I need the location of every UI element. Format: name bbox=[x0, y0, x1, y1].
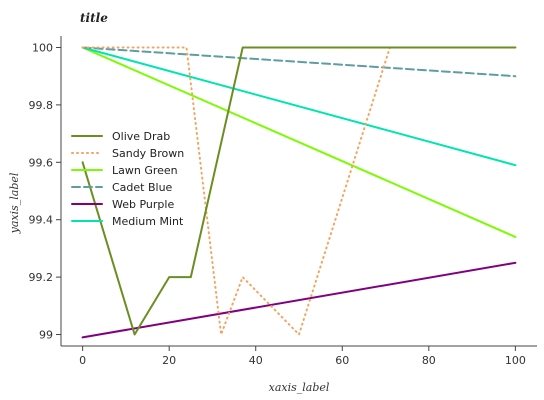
legend-label: Medium Mint bbox=[112, 215, 184, 228]
x-tick-label: 100 bbox=[505, 354, 526, 367]
legend-label: Web Purple bbox=[112, 198, 174, 211]
y-axis-label: yaxis_label bbox=[8, 172, 21, 234]
x-tick-label: 40 bbox=[249, 354, 263, 367]
y-tick-label: 99.8 bbox=[29, 99, 54, 112]
series-lines bbox=[81, 46, 517, 339]
x-tick-label: 60 bbox=[335, 354, 349, 367]
x-axis-label: xaxis_label bbox=[269, 381, 330, 394]
y-tick-label: 99 bbox=[39, 329, 53, 342]
series-web-purple bbox=[81, 261, 517, 339]
y-tick-label: 100 bbox=[32, 41, 53, 54]
legend: Olive Drab Sandy Brown Lawn Green Cadet Blu… bbox=[71, 130, 184, 228]
y-ticks: 99 99.2 99.4 99.6 99.8 100 bbox=[29, 41, 61, 342]
legend-label: Sandy Brown bbox=[112, 147, 184, 160]
x-ticks: 0 20 40 60 80 100 bbox=[79, 346, 526, 367]
series-lawn-green bbox=[81, 46, 517, 238]
y-tick-label: 99.2 bbox=[29, 271, 54, 284]
x-tick-label: 0 bbox=[79, 354, 86, 367]
x-tick-label: 80 bbox=[422, 354, 436, 367]
x-tick-label: 20 bbox=[162, 354, 176, 367]
legend-label: Lawn Green bbox=[112, 164, 178, 177]
series-cadet-blue bbox=[81, 46, 517, 78]
series-olive-drab bbox=[81, 46, 517, 336]
chart-title: title bbox=[80, 11, 108, 25]
series-medium-mint bbox=[81, 46, 517, 167]
y-tick-label: 99.6 bbox=[29, 156, 54, 169]
legend-label: Olive Drab bbox=[112, 130, 170, 143]
y-tick-label: 99.4 bbox=[29, 214, 54, 227]
legend-label: Cadet Blue bbox=[112, 181, 173, 194]
